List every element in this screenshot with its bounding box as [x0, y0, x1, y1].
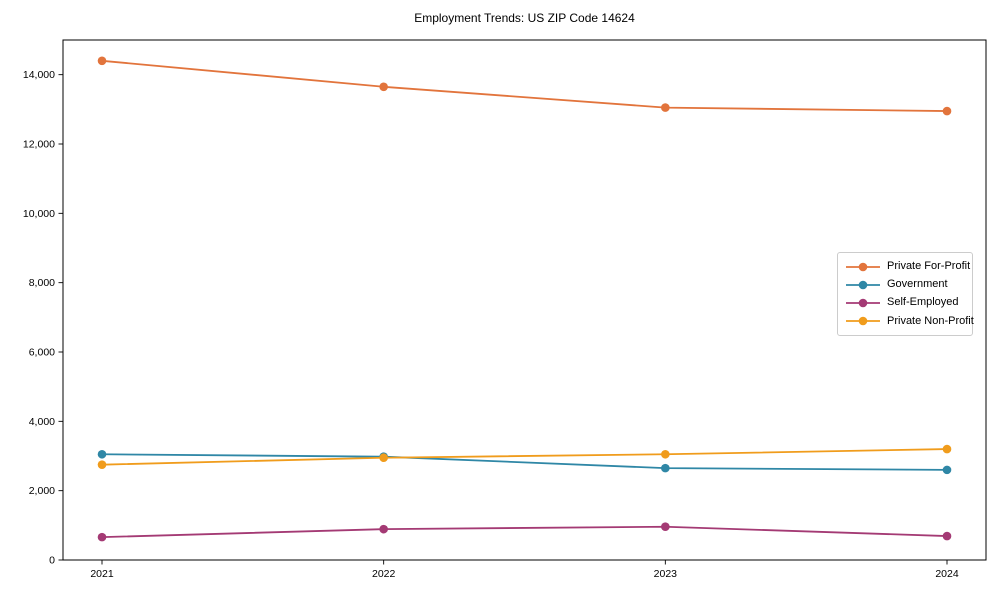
data-point-marker — [97, 460, 107, 469]
series-line — [101, 525, 948, 539]
y-axis-tick-label: 10,000 — [23, 208, 55, 220]
series-line — [101, 59, 948, 112]
legend-marker-icon — [846, 316, 880, 326]
legend-label: Private For-Profit — [887, 260, 971, 272]
legend-item: Private For-Profit — [846, 260, 970, 273]
data-point-marker — [942, 444, 952, 454]
legend-label: Self-Employed — [887, 296, 959, 309]
data-point-marker — [661, 103, 670, 112]
legend-marker-icon — [846, 262, 880, 271]
data-point-marker — [942, 465, 952, 475]
legend-item: Government — [846, 278, 963, 291]
y-axis-tick-label: 12,000 — [23, 139, 55, 151]
y-axis-tick-label: 8,000 — [29, 277, 55, 289]
legend-label: Private Non-Profit — [887, 314, 974, 327]
data-point-marker — [97, 56, 107, 66]
x-axis-tick-label: 2023 — [654, 568, 678, 580]
legend: Private For-Profit Government Self-Employe… — [837, 252, 974, 336]
chart-title: Employment Trends: US ZIP Code 14624 — [414, 11, 635, 25]
data-point-marker — [661, 463, 670, 473]
data-point-marker — [942, 106, 952, 116]
x-axis-tick-label: 2022 — [372, 568, 396, 580]
y-axis-tick-label: 14,000 — [23, 69, 55, 81]
series-line — [101, 448, 948, 466]
data-point-marker — [379, 82, 388, 92]
data-point-marker — [661, 522, 670, 532]
data-point-marker — [97, 449, 107, 459]
legend-label: Government — [887, 278, 948, 291]
x-axis-tick-label: 2021 — [90, 568, 114, 580]
y-axis-tick-label: 0 — [49, 555, 55, 567]
y-axis-tick-label: 2,000 — [29, 485, 55, 497]
data-point-marker — [379, 453, 388, 463]
y-axis-tick-label: 6,000 — [29, 347, 55, 359]
data-point-marker — [379, 524, 388, 534]
data-point-marker — [942, 531, 952, 541]
plot-frame — [62, 39, 987, 561]
data-point-marker — [661, 449, 670, 459]
legend-item: Private Non-Profit — [846, 315, 974, 328]
x-axis-tick-label: 2024 — [935, 568, 959, 580]
legend-marker-icon — [846, 298, 880, 308]
y-axis-tick-label: 4,000 — [29, 416, 55, 428]
legend-marker-icon — [846, 280, 880, 290]
series-line — [101, 453, 948, 471]
legend-item: Self-Employed — [846, 296, 963, 309]
data-point-marker — [97, 532, 107, 542]
